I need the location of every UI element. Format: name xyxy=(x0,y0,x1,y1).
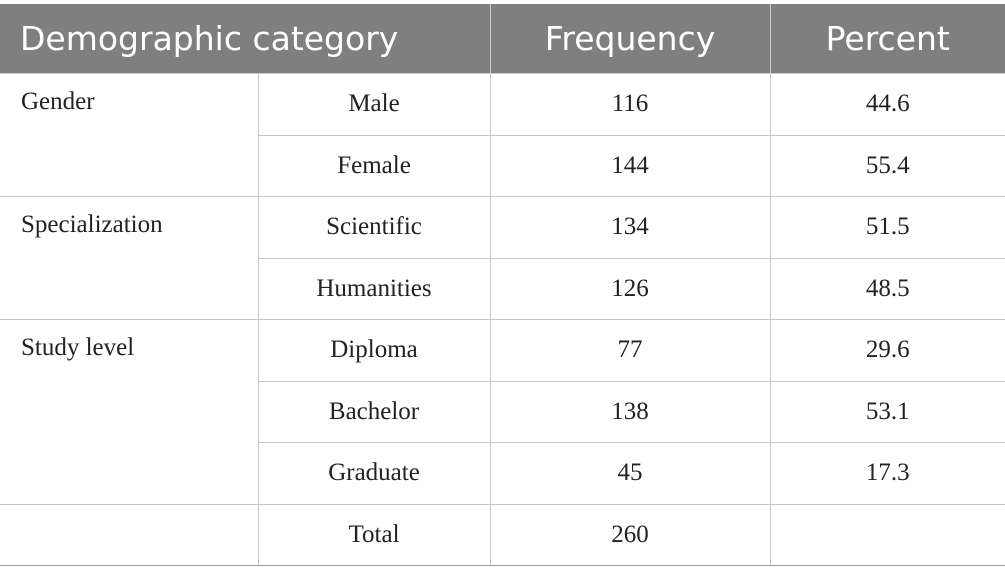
subcategory: Humanities xyxy=(257,257,491,320)
percent: 51.5 xyxy=(769,196,1005,259)
frequency: 116 xyxy=(489,73,771,136)
subcategory: Male xyxy=(257,73,491,136)
data-row: Gender Male 116 44.6 xyxy=(0,73,1005,197)
subcategory: Scientific xyxy=(257,196,491,259)
header-cell: Frequency xyxy=(490,4,771,74)
data-row: Humanities 126 48.5 xyxy=(0,257,1005,320)
frequency: 45 xyxy=(489,442,771,505)
group-label: Gender xyxy=(0,73,259,197)
percent: 17.3 xyxy=(769,442,1005,505)
subcategory: Female xyxy=(257,134,491,197)
frequency: 134 xyxy=(489,196,771,259)
subcategory: Graduate xyxy=(257,442,491,505)
empty-cell xyxy=(0,503,259,566)
data-row: Study level Diploma 77 29.6 xyxy=(0,319,1005,505)
percent: 44.6 xyxy=(769,73,1005,136)
group-label: Study level xyxy=(0,319,259,505)
percent: 29.6 xyxy=(769,319,1005,382)
subcategory: Diploma xyxy=(257,319,491,382)
percent: 48.5 xyxy=(769,257,1005,320)
subcategory: Bachelor xyxy=(257,380,491,443)
table-body: Gender Male 116 44.6 Female 144 55.4 Specializa… xyxy=(0,73,1005,566)
header-cell: Percent xyxy=(770,4,1005,74)
demographics-table: Demographic category Frequency Percent G… xyxy=(0,4,1005,566)
empty-cell xyxy=(769,503,1005,566)
percent: 55.4 xyxy=(769,134,1005,197)
data-row: Female 144 55.4 xyxy=(0,134,1005,197)
data-row: Graduate 45 17.3 xyxy=(0,442,1005,505)
frequency: 144 xyxy=(489,134,771,197)
total-row: Total 260 xyxy=(0,503,1005,566)
percent: 53.1 xyxy=(769,380,1005,443)
frequency: 138 xyxy=(489,380,771,443)
header-row: Demographic category Frequency Percent xyxy=(0,4,1005,74)
frequency: 77 xyxy=(489,319,771,382)
total-label: Total xyxy=(257,503,491,566)
data-row: Specialization Scientific 134 51.5 xyxy=(0,196,1005,320)
header-cell: Demographic category xyxy=(0,4,491,74)
total-frequency: 260 xyxy=(489,503,771,566)
frequency: 126 xyxy=(489,257,771,320)
group-label: Specialization xyxy=(0,196,259,320)
data-row: Bachelor 138 53.1 xyxy=(0,380,1005,443)
